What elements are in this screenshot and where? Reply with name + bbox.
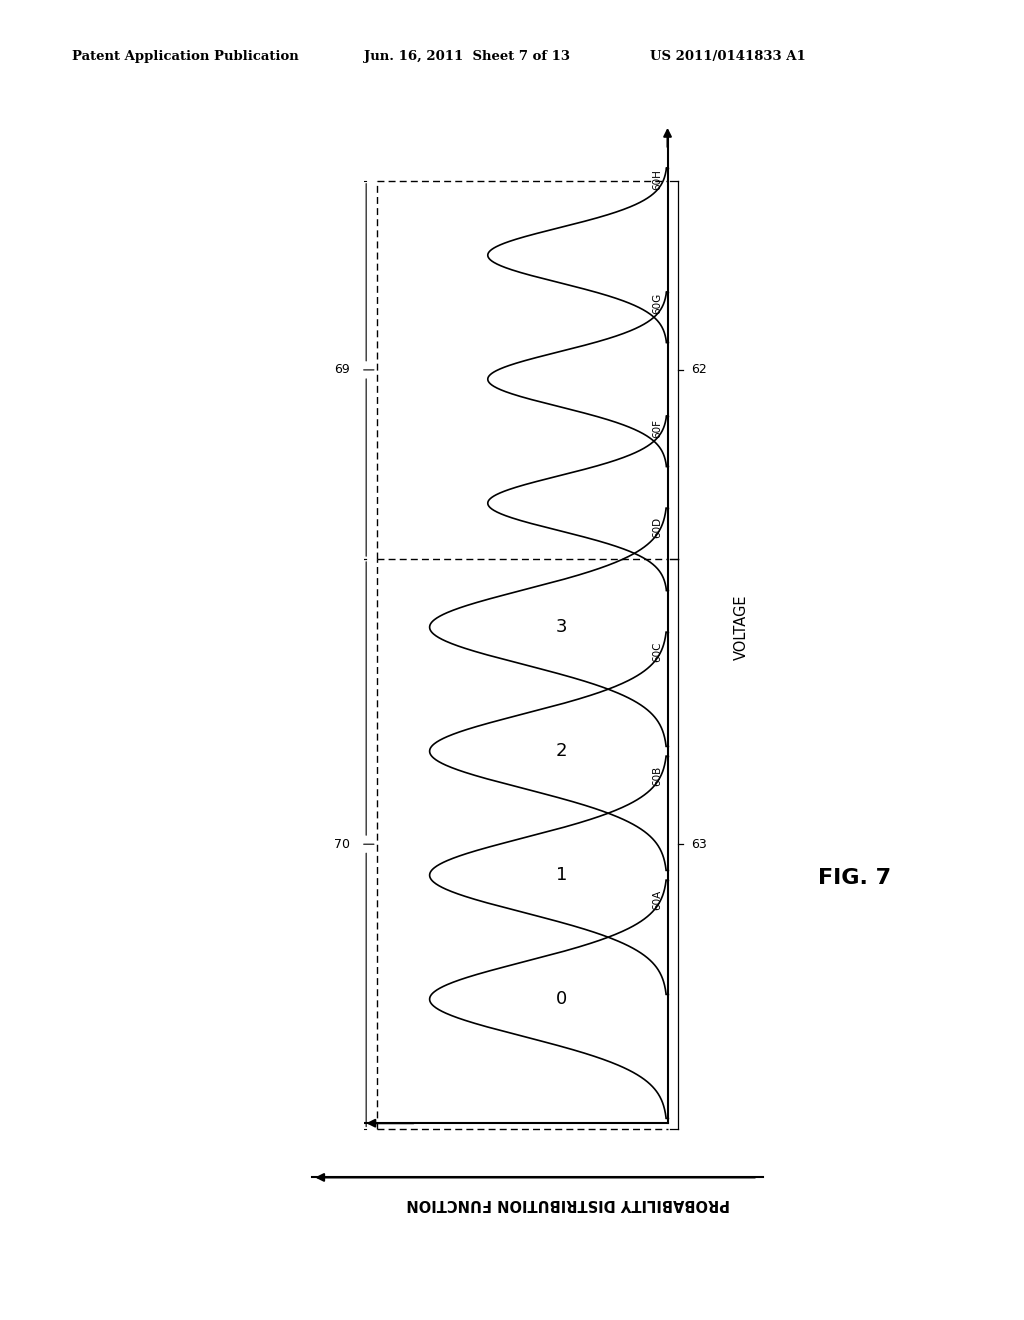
Text: 3: 3 — [556, 618, 567, 636]
Text: 60C: 60C — [652, 642, 662, 661]
Text: 60H: 60H — [652, 169, 662, 190]
Text: 70: 70 — [334, 838, 350, 850]
Text: FIG. 7: FIG. 7 — [818, 867, 892, 888]
Text: 63: 63 — [691, 838, 708, 850]
Text: 69: 69 — [335, 363, 350, 376]
Text: US 2011/0141833 A1: US 2011/0141833 A1 — [650, 50, 806, 63]
Text: 0: 0 — [556, 990, 567, 1008]
Text: 62: 62 — [691, 363, 708, 376]
Text: 60D: 60D — [652, 517, 662, 539]
Text: 60G: 60G — [652, 293, 662, 314]
Text: PROBABILITY DISTRIBUTION FUNCTION: PROBABILITY DISTRIBUTION FUNCTION — [407, 1196, 730, 1212]
Text: 1: 1 — [556, 866, 567, 884]
Text: 60F: 60F — [652, 418, 662, 438]
Text: Patent Application Publication: Patent Application Publication — [72, 50, 298, 63]
Text: Jun. 16, 2011  Sheet 7 of 13: Jun. 16, 2011 Sheet 7 of 13 — [364, 50, 569, 63]
Text: VOLTAGE: VOLTAGE — [734, 594, 750, 660]
Text: 60A: 60A — [652, 890, 662, 909]
Text: 2: 2 — [556, 742, 567, 760]
Text: 60B: 60B — [652, 766, 662, 785]
